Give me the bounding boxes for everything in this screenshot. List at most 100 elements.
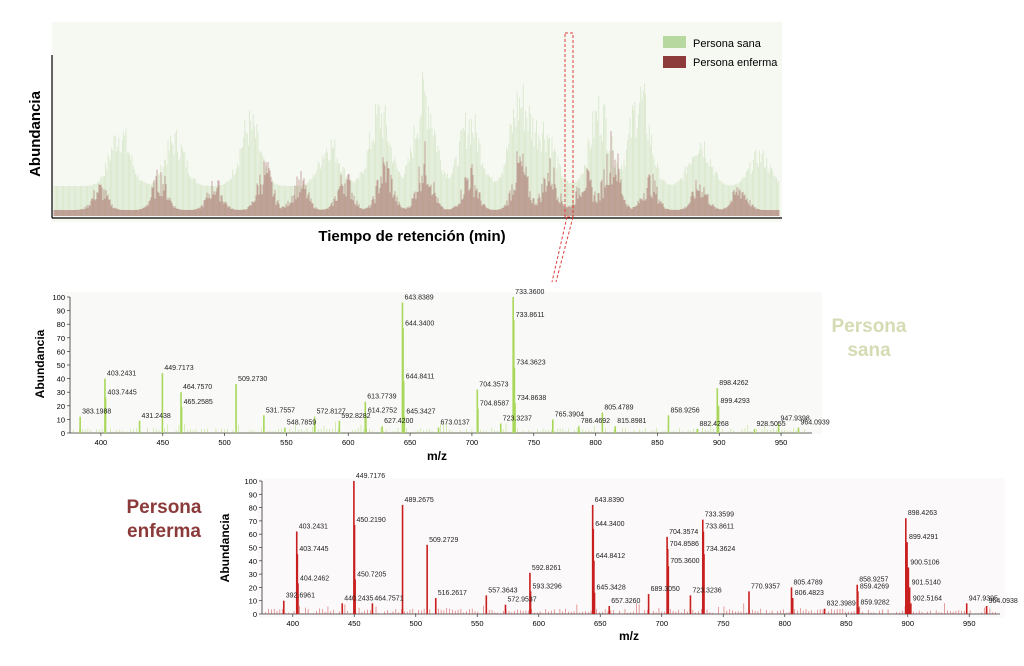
spectrum-ytick-label: 90 xyxy=(249,490,257,499)
spectrum-ytick-label: 70 xyxy=(249,517,257,526)
spectrum-peak-label: 704.8587 xyxy=(480,401,509,408)
spectrum-peak-label: 900.5106 xyxy=(910,559,939,566)
spectrum-peak-label: 723.3237 xyxy=(503,415,532,422)
spectrum-peak-label: 489.2675 xyxy=(405,497,434,504)
spectrum-peak-label: 928.5055 xyxy=(757,421,786,428)
spectrum-peak-label: 403.2431 xyxy=(107,371,136,378)
spectrum-xtick-label: 600 xyxy=(532,619,545,628)
spectrum-sick-peaks xyxy=(265,481,996,614)
spectrum-peak-label: 548.7859 xyxy=(287,420,316,427)
spectrum-peak-label: 899.4293 xyxy=(721,398,750,405)
spectrum-ytick-label: 70 xyxy=(57,334,65,343)
spectrum-peak-label: 593.3296 xyxy=(533,583,562,590)
spectrum-xtick-label: 800 xyxy=(778,619,791,628)
spectrum-healthy-peak-labels: 383.1988 403.2431 403.7445 431.2438 449.7173… xyxy=(82,289,830,428)
spectrum-sick-background xyxy=(257,478,1005,618)
spectrum-xtick-label: 550 xyxy=(471,619,484,628)
spectrum-ytick-label: 60 xyxy=(249,530,257,539)
spectrum-peak-label: 557.3643 xyxy=(488,587,517,594)
spectrum-peak-label: 964.0939 xyxy=(801,420,830,427)
spectrum-peak-label: 733.8611 xyxy=(705,524,734,531)
spectrum-peak-label: 643.8389 xyxy=(404,294,433,301)
spectrum-peak-label: 705.3600 xyxy=(670,558,699,565)
spectrum-peak-label: 859.9282 xyxy=(860,599,889,606)
spectrum-ytick-label: 90 xyxy=(57,307,65,316)
spectrum-ytick-label: 50 xyxy=(249,544,257,553)
spectrum-healthy-xlabel: m/z xyxy=(427,449,447,463)
spectrum-xtick-label: 700 xyxy=(466,438,479,447)
spectrum-peak-label: 592.8282 xyxy=(341,413,370,420)
spectrum-xtick-label: 950 xyxy=(963,619,976,628)
spectrum-xtick-label: 500 xyxy=(409,619,422,628)
spectrum-peak-label: 403.7445 xyxy=(299,546,328,553)
spectrum-healthy-peaks xyxy=(73,297,808,433)
spectrum-sick-ylabel: Abundancia xyxy=(218,513,232,582)
spectrum-healthy-axes: 0 10 20 30 40 50 60 70 80 90 100 400 450 500 550 600 650… xyxy=(52,293,812,447)
legend-label-sick: Persona enferma xyxy=(693,57,778,69)
spectrum-sick-peak-labels: 392.6961 403.2431 403.7445 404.2462 440.2435… xyxy=(286,473,1018,608)
spectrum-peak-label: 509.2729 xyxy=(429,537,458,544)
spectrum-ytick-label: 40 xyxy=(249,557,257,566)
spectrum-peak-label: 644.3400 xyxy=(405,320,434,327)
spectrum-xtick-label: 600 xyxy=(342,438,355,447)
spectrum-xtick-label: 850 xyxy=(651,438,664,447)
spectrum-peak-label: 572.8127 xyxy=(317,409,346,416)
spectrum-peak-label: 805.4789 xyxy=(604,405,633,412)
spectrum-ytick-label: 30 xyxy=(57,388,65,397)
spectrum-peak-label: 898.4262 xyxy=(719,380,748,387)
spectrum-peak-label: 704.3573 xyxy=(479,381,508,388)
spectrum-peak-label: 805.4789 xyxy=(793,579,822,586)
spectrum-peak-label: 858.9256 xyxy=(670,407,699,414)
spectrum-peak-label: 404.2462 xyxy=(300,575,329,582)
spectrum-peak-label: 614.2752 xyxy=(368,407,397,414)
spectrum-ytick-label: 0 xyxy=(253,610,257,619)
spectrum-xtick-label: 750 xyxy=(527,438,540,447)
spectrum-ytick-label: 80 xyxy=(249,504,257,513)
spectrum-peak-label: 464.7570 xyxy=(183,384,212,391)
spectrum-xtick-label: 400 xyxy=(286,619,299,628)
spectrum-peak-label: 901.5140 xyxy=(912,579,941,586)
spectrum-peak-label: 644.8412 xyxy=(596,553,625,560)
spectrum-xtick-label: 400 xyxy=(95,438,108,447)
spectrum-peak-label: 403.7445 xyxy=(108,390,137,397)
spectrum-peak-label: 704.8586 xyxy=(670,541,699,548)
spectrum-peak-label: 392.6961 xyxy=(286,593,315,600)
spectrum-peak-label: 613.7739 xyxy=(367,394,396,401)
legend-swatch-sick xyxy=(663,56,686,68)
spectrum-peak-label: 644.8411 xyxy=(406,373,435,380)
spectrum-peak-label: 643.8390 xyxy=(595,497,624,504)
spectrum-sick-title-line2: enferma xyxy=(127,521,201,542)
spectrum-peak-label: 449.7173 xyxy=(164,365,193,372)
selection-guide-left xyxy=(551,216,568,283)
selection-window xyxy=(564,32,574,218)
spectrum-peak-label: 806.4823 xyxy=(795,590,824,597)
spectrum-xtick-label: 550 xyxy=(280,438,293,447)
spectrum-xtick-label: 650 xyxy=(404,438,417,447)
spectrum-xtick-label: 450 xyxy=(156,438,169,447)
spectrum-peak-label: 645.3427 xyxy=(406,409,435,416)
spectrum-ytick-label: 60 xyxy=(57,347,65,356)
spectrum-peak-label: 450.7205 xyxy=(357,571,386,578)
spectrum-peak-label: 770.9357 xyxy=(751,583,780,590)
spectrum-peak-label: 464.7571 xyxy=(374,595,403,602)
spectrum-ytick-label: 10 xyxy=(249,597,257,606)
spectrum-peak-label: 657.3260 xyxy=(611,598,640,605)
chromatogram: Abundancia Tiempo de retención (min) Per… xyxy=(27,22,782,283)
spectrum-ytick-label: 50 xyxy=(57,361,65,370)
legend-label-healthy: Persona sana xyxy=(693,38,762,50)
selection-guide-right xyxy=(555,216,574,283)
spectrum-xtick-label: 900 xyxy=(901,619,914,628)
spectrum-sick: 0 10 20 30 40 50 60 70 80 90 100 400 450 500 550 600 650… xyxy=(127,473,1018,643)
spectrum-peak-label: 898.4263 xyxy=(908,510,937,517)
chromatogram-background xyxy=(52,22,782,222)
spectrum-peak-label: 765.3904 xyxy=(555,411,584,418)
spectrum-peak-label: 902.5164 xyxy=(913,595,942,602)
spectrum-peak-label: 531.7557 xyxy=(266,407,295,414)
spectrum-peak-label: 947.9398 xyxy=(781,415,810,422)
spectrum-peak-label: 383.1988 xyxy=(82,409,111,416)
spectrum-ytick-label: 40 xyxy=(57,375,65,384)
spectrum-peak-label: 592.8261 xyxy=(532,565,561,572)
spectrum-peak-label: 627.4200 xyxy=(384,418,413,425)
spectrum-peak-label: 440.2435 xyxy=(344,595,373,602)
